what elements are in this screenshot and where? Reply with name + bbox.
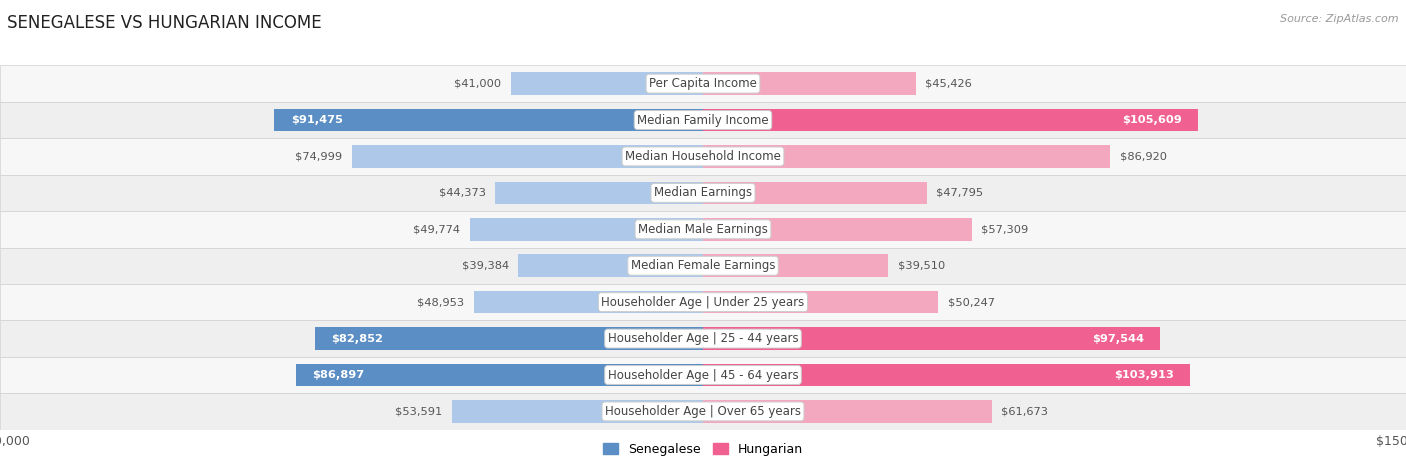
Bar — [703, 218, 972, 241]
Text: Householder Age | 45 - 64 years: Householder Age | 45 - 64 years — [607, 368, 799, 382]
Text: $86,897: $86,897 — [312, 370, 364, 380]
Text: $74,999: $74,999 — [295, 151, 342, 162]
Bar — [352, 145, 703, 168]
Text: $105,609: $105,609 — [1122, 115, 1181, 125]
Text: $57,309: $57,309 — [981, 224, 1028, 234]
Text: $103,913: $103,913 — [1114, 370, 1174, 380]
Bar — [474, 291, 703, 313]
Bar — [703, 109, 1198, 131]
Bar — [703, 72, 915, 95]
Bar — [519, 255, 703, 277]
Bar — [0, 65, 1406, 102]
Bar — [703, 145, 1111, 168]
Bar — [703, 255, 889, 277]
Bar — [703, 400, 993, 423]
Bar — [0, 284, 1406, 320]
Legend: Senegalese, Hungarian: Senegalese, Hungarian — [598, 438, 808, 461]
Text: $44,373: $44,373 — [439, 188, 485, 198]
Text: Median Household Income: Median Household Income — [626, 150, 780, 163]
Text: Median Female Earnings: Median Female Earnings — [631, 259, 775, 272]
Bar — [274, 109, 703, 131]
Text: $48,953: $48,953 — [418, 297, 464, 307]
Text: Householder Age | Under 25 years: Householder Age | Under 25 years — [602, 296, 804, 309]
Text: Householder Age | Over 65 years: Householder Age | Over 65 years — [605, 405, 801, 418]
Bar — [0, 320, 1406, 357]
Text: $91,475: $91,475 — [291, 115, 343, 125]
Bar — [703, 364, 1189, 386]
Text: Median Male Earnings: Median Male Earnings — [638, 223, 768, 236]
Bar — [451, 400, 703, 423]
Text: SENEGALESE VS HUNGARIAN INCOME: SENEGALESE VS HUNGARIAN INCOME — [7, 14, 322, 32]
Text: $41,000: $41,000 — [454, 78, 502, 89]
Bar — [703, 291, 938, 313]
Text: Median Family Income: Median Family Income — [637, 113, 769, 127]
Bar — [703, 182, 927, 204]
Text: $86,920: $86,920 — [1119, 151, 1167, 162]
Text: $39,510: $39,510 — [897, 261, 945, 271]
Text: $45,426: $45,426 — [925, 78, 972, 89]
Text: $82,852: $82,852 — [330, 333, 382, 344]
Bar — [0, 248, 1406, 284]
Text: Householder Age | 25 - 44 years: Householder Age | 25 - 44 years — [607, 332, 799, 345]
Text: $97,544: $97,544 — [1091, 333, 1143, 344]
Bar — [470, 218, 703, 241]
Text: $61,673: $61,673 — [1001, 406, 1049, 417]
Text: $53,591: $53,591 — [395, 406, 443, 417]
Bar — [0, 138, 1406, 175]
Text: $50,247: $50,247 — [948, 297, 995, 307]
Bar — [0, 393, 1406, 430]
Bar — [0, 175, 1406, 211]
Bar — [510, 72, 703, 95]
Bar — [703, 327, 1160, 350]
Text: Median Earnings: Median Earnings — [654, 186, 752, 199]
Text: $39,384: $39,384 — [463, 261, 509, 271]
Bar — [0, 211, 1406, 248]
Text: Source: ZipAtlas.com: Source: ZipAtlas.com — [1281, 14, 1399, 24]
Bar — [295, 364, 703, 386]
Text: $49,774: $49,774 — [413, 224, 460, 234]
Bar — [495, 182, 703, 204]
Bar — [315, 327, 703, 350]
Text: Per Capita Income: Per Capita Income — [650, 77, 756, 90]
Bar — [0, 357, 1406, 393]
Bar — [0, 102, 1406, 138]
Text: $47,795: $47,795 — [936, 188, 984, 198]
